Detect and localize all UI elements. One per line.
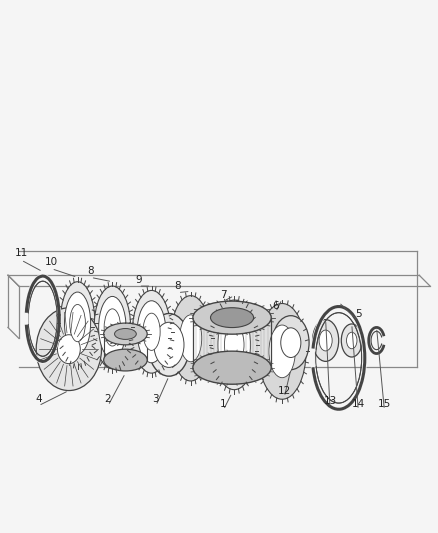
Ellipse shape	[104, 323, 147, 345]
Ellipse shape	[218, 311, 251, 378]
Ellipse shape	[36, 308, 102, 391]
Text: 7: 7	[220, 290, 226, 300]
Text: 13: 13	[323, 397, 337, 407]
Text: 8: 8	[174, 281, 181, 291]
Ellipse shape	[94, 286, 131, 369]
Ellipse shape	[346, 332, 357, 349]
Ellipse shape	[258, 303, 306, 399]
Ellipse shape	[212, 300, 256, 390]
Ellipse shape	[211, 308, 254, 328]
Text: 8: 8	[87, 266, 94, 276]
Text: 14: 14	[352, 399, 365, 409]
Ellipse shape	[70, 304, 85, 342]
Text: 6: 6	[272, 301, 279, 311]
Ellipse shape	[313, 320, 339, 361]
Ellipse shape	[272, 316, 309, 370]
Ellipse shape	[137, 301, 166, 363]
Ellipse shape	[132, 290, 171, 373]
Text: 11: 11	[14, 248, 28, 259]
Text: 2: 2	[105, 394, 111, 404]
Text: 5: 5	[355, 309, 362, 319]
Text: 10: 10	[45, 257, 58, 267]
Text: 9: 9	[135, 274, 142, 285]
Text: 1: 1	[220, 399, 226, 409]
Ellipse shape	[143, 313, 160, 350]
Ellipse shape	[193, 351, 271, 384]
Ellipse shape	[154, 322, 184, 367]
Ellipse shape	[115, 328, 136, 340]
Ellipse shape	[99, 296, 126, 358]
Ellipse shape	[281, 328, 301, 358]
FancyBboxPatch shape	[193, 318, 271, 368]
Text: 15: 15	[378, 399, 391, 409]
Ellipse shape	[193, 301, 271, 334]
Ellipse shape	[104, 309, 120, 346]
Ellipse shape	[148, 313, 190, 376]
Ellipse shape	[269, 325, 295, 378]
Ellipse shape	[180, 315, 202, 362]
Ellipse shape	[224, 325, 244, 365]
Ellipse shape	[60, 282, 95, 365]
Ellipse shape	[341, 324, 362, 357]
FancyBboxPatch shape	[104, 334, 147, 360]
Ellipse shape	[64, 292, 91, 354]
Text: 12: 12	[278, 385, 291, 395]
Text: 3: 3	[152, 394, 159, 404]
Ellipse shape	[57, 335, 80, 364]
Ellipse shape	[319, 330, 332, 351]
Text: 4: 4	[35, 394, 42, 404]
Ellipse shape	[171, 296, 211, 381]
Ellipse shape	[104, 349, 147, 371]
